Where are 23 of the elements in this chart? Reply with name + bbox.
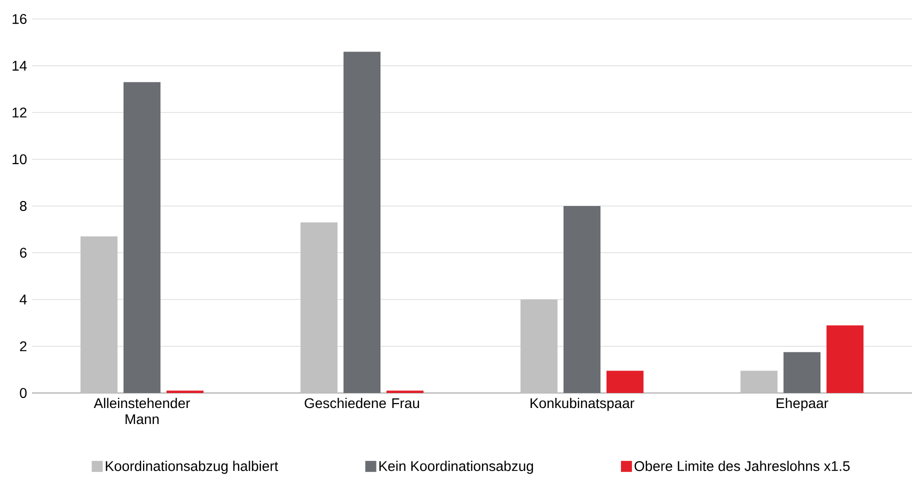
y-tick-label: 16 bbox=[12, 14, 27, 24]
bar bbox=[606, 370, 644, 393]
x-tick-label: Konkubinatspaar bbox=[530, 398, 634, 411]
bar bbox=[564, 206, 601, 393]
x-tick-label: Alleinstehender Mann bbox=[94, 398, 190, 424]
y-tick-label: 14 bbox=[12, 60, 27, 71]
y-tick-label: 8 bbox=[20, 201, 27, 211]
y-tick-label: 2 bbox=[20, 341, 26, 352]
bar bbox=[124, 82, 161, 393]
y-tick-label: 6 bbox=[20, 248, 27, 258]
legend-label: Koordinationsabzug halbiert bbox=[106, 460, 278, 474]
y-tick-label: 4 bbox=[20, 294, 27, 304]
y-tick-label: 12 bbox=[12, 108, 26, 118]
y-tick-label: 10 bbox=[12, 154, 27, 164]
x-tick-label: Ehepaar bbox=[776, 398, 828, 411]
y-tick-label: 0 bbox=[20, 388, 27, 398]
bar bbox=[740, 370, 778, 393]
x-tick-label: Geschiedene Frau bbox=[304, 398, 420, 408]
bar bbox=[344, 52, 381, 393]
bar bbox=[826, 325, 864, 393]
legend-label: Obere Limite des Jahreslohns x1.5 bbox=[634, 460, 850, 472]
bar bbox=[784, 352, 821, 393]
legend-label: Kein Koordinationsabzug bbox=[379, 460, 534, 474]
